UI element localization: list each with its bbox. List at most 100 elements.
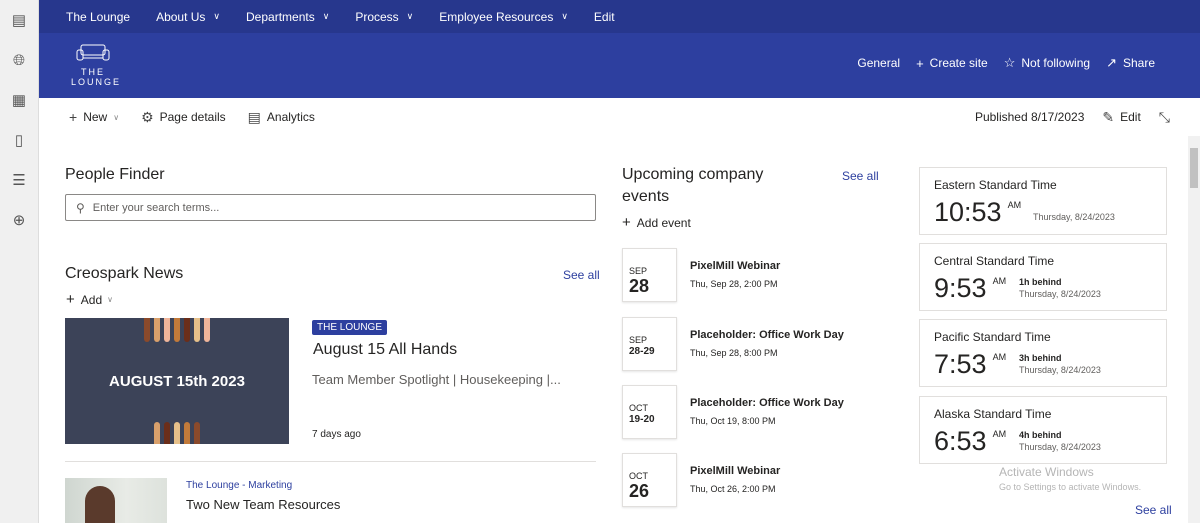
nav-edit[interactable]: Edit [594, 10, 615, 24]
globe-icon[interactable]: 🌐︎ [12, 52, 25, 69]
clock-zone: Alaska Standard Time [934, 407, 1052, 421]
nav-label: Employee Resources [439, 9, 554, 24]
event-day: 28-29 [629, 346, 655, 357]
nav-about-us[interactable]: About Us ∨ [156, 10, 220, 24]
label: Edit [1120, 110, 1141, 124]
top-navigation: The Lounge About Us ∨ Departments ∨ Proces… [39, 0, 1200, 33]
event-month: SEP [629, 266, 648, 276]
nav-employee-resources[interactable]: Employee Resources ∨ [439, 10, 568, 24]
page-details-button[interactable]: ⚙ Page details [141, 109, 226, 126]
news-item-title[interactable]: Two New Team Resources [186, 497, 341, 512]
create-site-button[interactable]: + Create site [916, 55, 988, 71]
general-link[interactable]: General [857, 56, 901, 70]
clock-time: 7:53 AM [934, 349, 1006, 379]
add-event-button[interactable]: + Add event [622, 214, 691, 231]
nav-process[interactable]: Process ∨ [355, 10, 413, 24]
add-circle-icon[interactable]: ⊕ [12, 212, 26, 229]
lounge-icon[interactable]: ▤ [11, 12, 27, 29]
news-icon[interactable]: ▦ [11, 92, 27, 109]
new-button[interactable]: + New ∨ [69, 109, 119, 125]
chevron-down-icon: ∨ [406, 11, 414, 21]
clock-time-value: 7:53 [934, 349, 987, 379]
people-search-input[interactable]: ⚲ Enter your search terms... [65, 194, 596, 221]
news-add-button[interactable]: + Add ∨ [66, 291, 113, 308]
document-icon[interactable]: ▯ [14, 132, 24, 149]
plus-icon: + [622, 214, 631, 231]
image-text: AUGUST 15th 2023 [109, 372, 245, 390]
clock-time: 6:53 AM [934, 426, 1006, 456]
clock-date: Thursday, 8/24/2023 [1019, 442, 1101, 452]
event-date: SEP 28-29 [622, 317, 677, 371]
nav-the-lounge[interactable]: The Lounge [66, 10, 130, 24]
nav-departments[interactable]: Departments ∨ [246, 10, 329, 24]
event-title: Placeholder: Office Work Day [690, 329, 844, 341]
news-image[interactable]: AUGUST 15th 2023 [65, 318, 289, 444]
event-item[interactable]: OCT 19-20 Placeholder: Office Work Day Th… [622, 385, 882, 439]
app-rail: ▤ 🌐︎ ▦ ▯ ☰ ⊕ [0, 0, 39, 523]
event-item[interactable]: SEP 28 PixelMill Webinar Thu, Sep 28, 2:0… [622, 248, 882, 302]
gear-icon: ⚙ [141, 108, 154, 125]
clock-date: Thursday, 8/24/2023 [1033, 212, 1115, 222]
clocks-see-all-link[interactable]: See all [1135, 503, 1172, 517]
event-time: Thu, Sep 28, 8:00 PM [690, 348, 778, 358]
follow-button[interactable]: ☆ Not following [1004, 55, 1090, 71]
clock-date: Thursday, 8/24/2023 [1019, 365, 1101, 375]
clock-time-value: 9:53 [934, 273, 987, 303]
star-icon: ☆ [1003, 55, 1016, 70]
label: Page details [159, 110, 226, 124]
plus-icon: + [66, 291, 75, 308]
plus-icon: + [69, 109, 78, 125]
news-item-description: Team Member Spotlight | Housekeeping |..… [312, 372, 561, 387]
event-date: OCT 19-20 [622, 385, 677, 439]
clock-offset: 1h behind [1019, 277, 1062, 287]
label: Create site [929, 56, 988, 70]
expand-button[interactable]: ⤡ [1159, 109, 1176, 126]
label: Add [80, 292, 103, 307]
news-item-category[interactable]: The Lounge - Marketing [186, 480, 293, 491]
share-button[interactable]: ↗ Share [1106, 55, 1155, 71]
logo-text: THE [81, 67, 105, 77]
world-clock-card: Central Standard Time 9:53 AM 1h behind T… [919, 243, 1167, 311]
events-see-all-link[interactable]: See all [842, 169, 879, 183]
chevron-down-icon: ∨ [107, 295, 113, 304]
analytics-icon: ▤ [247, 108, 261, 125]
clock-time: 10:53 AM [934, 197, 1021, 227]
share-icon: ↗ [1106, 55, 1117, 70]
analytics-button[interactable]: ▤ Analytics [248, 109, 315, 126]
plus-icon: + [916, 55, 924, 71]
placeholder: Enter your search terms... [92, 201, 220, 214]
watermark-subtitle: Go to Settings to activate Windows. [999, 482, 1142, 492]
clock-time-value: 6:53 [934, 426, 987, 456]
event-time: Thu, Sep 28, 2:00 PM [690, 279, 778, 289]
world-clock-card: Pacific Standard Time 7:53 AM 3h behind T… [919, 319, 1167, 387]
page-scrollbar[interactable] [1188, 136, 1200, 523]
event-item[interactable]: SEP 28-29 Placeholder: Office Work Day Th… [622, 317, 882, 371]
clock-ampm: AM [992, 429, 1007, 439]
people-finder-title: People Finder [65, 166, 165, 183]
chevron-down-icon: ∨ [322, 11, 330, 21]
event-day: 28 [629, 276, 650, 296]
event-date: OCT 26 [622, 453, 677, 507]
nav-label: About Us [156, 9, 206, 24]
clock-time-value: 10:53 [934, 197, 1002, 227]
site-header: THE LOUNGE General + Create site ☆ Not fol… [39, 33, 1200, 98]
news-tag[interactable]: THE LOUNGE [312, 320, 388, 335]
site-logo[interactable]: THE LOUNGE [71, 43, 119, 87]
news-item-age: 7 days ago [312, 429, 361, 440]
event-item[interactable]: OCT 26 PixelMill Webinar Thu, Oct 26, 2:0… [622, 453, 882, 507]
event-title: PixelMill Webinar [690, 260, 781, 272]
nav-label: Departments [246, 9, 315, 24]
event-day: 19-20 [629, 414, 655, 425]
scrollbar-thumb[interactable] [1190, 148, 1198, 188]
nav-label: The Lounge [66, 9, 131, 24]
chevron-down-icon: ∨ [113, 112, 120, 122]
list-icon[interactable]: ☰ [12, 172, 26, 189]
news-see-all-link[interactable]: See all [563, 268, 600, 282]
news-thumbnail[interactable] [65, 478, 167, 523]
chevron-down-icon: ∨ [561, 11, 568, 21]
edit-button[interactable]: ✎ Edit [1102, 109, 1140, 126]
hands-graphic [65, 318, 289, 342]
news-item-title[interactable]: August 15 All Hands [313, 341, 458, 358]
hands-graphic [65, 422, 289, 444]
clock-offset: 4h behind [1019, 430, 1062, 440]
